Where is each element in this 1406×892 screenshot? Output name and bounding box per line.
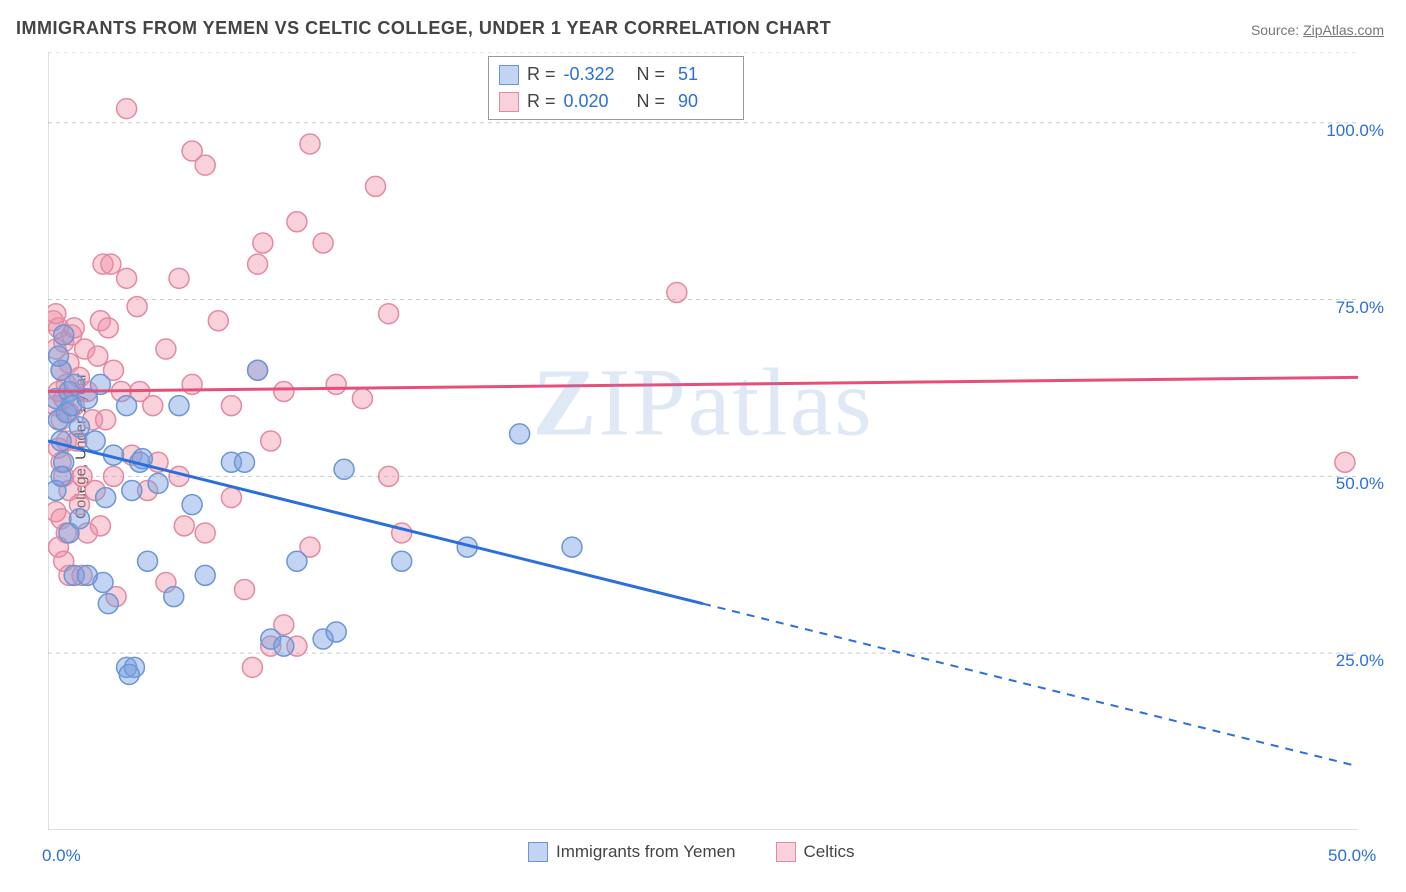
point-celtics bbox=[117, 99, 137, 119]
point-celtics bbox=[242, 657, 262, 677]
point-celtics bbox=[195, 155, 215, 175]
point-yemen bbox=[85, 431, 105, 451]
source-attribution: Source: ZipAtlas.com bbox=[1251, 22, 1384, 38]
legend-label-yemen: Immigrants from Yemen bbox=[556, 842, 736, 862]
stat-n-label: N = bbox=[632, 61, 666, 88]
point-celtics bbox=[48, 304, 66, 324]
source-prefix: Source: bbox=[1251, 22, 1303, 38]
point-yemen bbox=[51, 466, 71, 486]
point-celtics bbox=[1335, 452, 1355, 472]
chart-title: IMMIGRANTS FROM YEMEN VS CELTIC COLLEGE,… bbox=[16, 18, 831, 39]
series-legend: Immigrants from Yemen Celtics bbox=[528, 842, 855, 862]
plot-area: ZIPatlas R =-0.322 N = 51R =0.020 N = 90 bbox=[48, 52, 1358, 830]
point-celtics bbox=[88, 346, 108, 366]
x-tick-label: 50.0% bbox=[1328, 846, 1376, 866]
point-celtics bbox=[208, 311, 228, 331]
point-yemen bbox=[148, 473, 168, 493]
stat-n-label: N = bbox=[632, 88, 666, 115]
point-celtics bbox=[143, 396, 163, 416]
point-celtics bbox=[313, 233, 333, 253]
point-yemen bbox=[69, 509, 89, 529]
stat-r-value-yemen: -0.322 bbox=[564, 61, 624, 88]
trendline-yemen-extended bbox=[703, 604, 1358, 767]
point-yemen bbox=[195, 565, 215, 585]
legend-swatch-celtics bbox=[776, 842, 796, 862]
point-celtics bbox=[98, 318, 118, 338]
point-celtics bbox=[261, 431, 281, 451]
point-yemen bbox=[119, 664, 139, 684]
point-yemen bbox=[48, 346, 68, 366]
stat-r-label: R = bbox=[527, 88, 556, 115]
point-yemen bbox=[164, 587, 184, 607]
point-celtics bbox=[667, 282, 687, 302]
swatch-yemen bbox=[499, 65, 519, 85]
point-yemen bbox=[326, 622, 346, 642]
point-yemen bbox=[77, 565, 97, 585]
point-celtics bbox=[379, 466, 399, 486]
point-celtics bbox=[101, 254, 121, 274]
x-tick-label: 0.0% bbox=[42, 846, 81, 866]
point-celtics bbox=[156, 339, 176, 359]
point-yemen bbox=[334, 459, 354, 479]
correlation-stats-box: R = -0.322 N = 51 R = 0.020 N = 90 bbox=[488, 56, 744, 120]
stats-row-celtics: R = 0.020 N = 90 bbox=[499, 88, 733, 115]
point-celtics bbox=[90, 516, 110, 536]
point-yemen bbox=[562, 537, 582, 557]
point-celtics bbox=[96, 410, 116, 430]
point-celtics bbox=[366, 176, 386, 196]
stats-row-yemen: R = -0.322 N = 51 bbox=[499, 61, 733, 88]
point-celtics bbox=[326, 374, 346, 394]
point-celtics bbox=[274, 381, 294, 401]
point-celtics bbox=[221, 488, 241, 508]
trendline-yemen bbox=[48, 441, 703, 604]
point-yemen bbox=[182, 495, 202, 515]
point-celtics bbox=[169, 268, 189, 288]
point-celtics bbox=[117, 268, 137, 288]
trendline-celtics bbox=[48, 377, 1358, 391]
y-tick-label: 100.0% bbox=[1326, 121, 1384, 141]
point-yemen bbox=[138, 551, 158, 571]
point-yemen bbox=[287, 551, 307, 571]
point-celtics bbox=[235, 580, 255, 600]
point-celtics bbox=[195, 523, 215, 543]
y-tick-label: 50.0% bbox=[1336, 474, 1384, 494]
point-yemen bbox=[510, 424, 530, 444]
point-yemen bbox=[169, 396, 189, 416]
point-celtics bbox=[174, 516, 194, 536]
legend-item-yemen: Immigrants from Yemen bbox=[528, 842, 736, 862]
point-yemen bbox=[54, 325, 74, 345]
stat-n-value-celtics: 90 bbox=[673, 88, 733, 115]
point-yemen bbox=[117, 396, 137, 416]
legend-label-celtics: Celtics bbox=[804, 842, 855, 862]
point-celtics bbox=[104, 466, 124, 486]
swatch-celtics bbox=[499, 92, 519, 112]
legend-swatch-yemen bbox=[528, 842, 548, 862]
point-celtics bbox=[352, 389, 372, 409]
y-tick-label: 25.0% bbox=[1336, 651, 1384, 671]
point-yemen bbox=[96, 488, 116, 508]
point-celtics bbox=[287, 212, 307, 232]
point-celtics bbox=[300, 134, 320, 154]
point-celtics bbox=[127, 297, 147, 317]
point-yemen bbox=[98, 594, 118, 614]
source-link[interactable]: ZipAtlas.com bbox=[1303, 22, 1384, 38]
point-celtics bbox=[221, 396, 241, 416]
y-tick-label: 75.0% bbox=[1336, 298, 1384, 318]
point-yemen bbox=[69, 417, 89, 437]
point-celtics bbox=[253, 233, 273, 253]
point-yemen bbox=[274, 636, 294, 656]
point-yemen bbox=[235, 452, 255, 472]
point-celtics bbox=[248, 254, 268, 274]
point-celtics bbox=[379, 304, 399, 324]
stat-n-value-yemen: 51 bbox=[673, 61, 733, 88]
scatter-plot-svg bbox=[48, 52, 1358, 830]
point-yemen bbox=[248, 360, 268, 380]
stat-r-value-celtics: 0.020 bbox=[564, 88, 624, 115]
point-yemen bbox=[122, 481, 142, 501]
legend-item-celtics: Celtics bbox=[776, 842, 855, 862]
stat-r-label: R = bbox=[527, 61, 556, 88]
chart-container: IMMIGRANTS FROM YEMEN VS CELTIC COLLEGE,… bbox=[0, 0, 1406, 892]
point-yemen bbox=[392, 551, 412, 571]
